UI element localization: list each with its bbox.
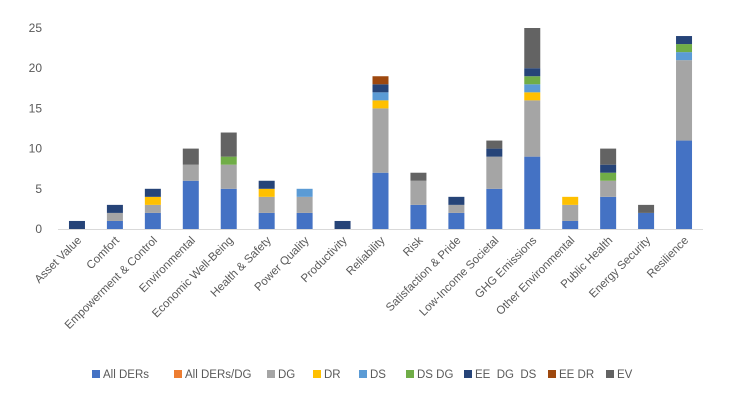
- bar-segment: [676, 60, 693, 141]
- bar-segment: [220, 156, 237, 165]
- bar-segment: [600, 180, 617, 197]
- legend-label: All DERs/DG: [185, 369, 252, 381]
- x-tick-label: Asset Value: [33, 235, 84, 286]
- bar-segment: [372, 76, 389, 85]
- bar-segment: [258, 196, 275, 213]
- x-tick-label: Risk: [401, 234, 425, 258]
- bar-segment: [372, 92, 389, 101]
- bar-segment: [562, 220, 579, 229]
- bar-segment: [372, 84, 389, 93]
- bar-segment: [106, 220, 123, 229]
- bar-segment: [296, 212, 313, 229]
- bar-segment: [182, 164, 199, 181]
- x-tick-label: Satisfaction & Pride: [384, 235, 463, 314]
- legend-swatch: [406, 370, 414, 378]
- bar-segment: [68, 220, 85, 229]
- bar-segment: [524, 84, 541, 93]
- bar-segment: [562, 204, 579, 221]
- bar-segment: [486, 148, 503, 157]
- bar-segment: [486, 140, 503, 149]
- bar-segment: [676, 36, 693, 45]
- legend-swatch: [174, 370, 182, 378]
- bar-segment: [524, 156, 541, 229]
- bar-segment: [106, 212, 123, 221]
- bar-segment: [638, 204, 655, 213]
- x-tick-label: Resilience: [645, 235, 691, 281]
- bar-segment: [372, 172, 389, 229]
- bar-segment: [448, 196, 465, 205]
- bar-segment: [448, 212, 465, 229]
- legend-label: All DERs: [103, 369, 149, 381]
- bar-segment: [600, 196, 617, 229]
- bar-segment: [638, 212, 655, 229]
- legend-label: DS: [370, 369, 386, 381]
- bar-segment: [676, 140, 693, 229]
- y-tick-label: 5: [35, 182, 42, 196]
- legend-swatch: [606, 370, 614, 378]
- legend-swatch: [359, 370, 367, 378]
- bar-segment: [410, 204, 427, 229]
- y-tick-label: 15: [29, 101, 43, 115]
- bar-segment: [524, 100, 541, 157]
- bar-segment: [220, 132, 237, 157]
- bar-segment: [600, 164, 617, 173]
- bar-segment: [258, 180, 275, 189]
- bar-segment: [106, 204, 123, 213]
- bar-segment: [676, 52, 693, 61]
- bar-segment: [448, 204, 465, 213]
- bar-segment: [182, 180, 199, 229]
- bar-segment: [524, 28, 541, 69]
- y-tick-label: 20: [29, 61, 43, 75]
- bar-segment: [296, 188, 313, 197]
- legend-label: DS DG: [417, 369, 453, 381]
- bar-segment: [144, 204, 161, 213]
- legend-label: EE DG DS: [475, 369, 537, 381]
- bar-segment: [524, 76, 541, 85]
- legend-label: EE DR: [559, 369, 594, 381]
- legend-swatch: [267, 370, 275, 378]
- bar-segment: [410, 172, 427, 181]
- y-tick-label: 25: [29, 21, 43, 35]
- y-axis: 0 5 10 15 20 25: [29, 21, 43, 236]
- bar-segment: [182, 148, 199, 165]
- bar-segment: [372, 108, 389, 173]
- bar-segment: [144, 196, 161, 205]
- bar-segment: [676, 44, 693, 53]
- bar-segment: [144, 212, 161, 229]
- bar-segment: [600, 148, 617, 165]
- legend-label: EV: [617, 369, 633, 381]
- bars: [68, 28, 693, 229]
- bar-segment: [220, 188, 237, 229]
- bar-segment: [220, 164, 237, 189]
- legend-swatch: [92, 370, 100, 378]
- y-tick-label: 0: [35, 222, 42, 236]
- bar-segment: [562, 196, 579, 205]
- bar-segment: [258, 212, 275, 229]
- legend-swatch: [313, 370, 321, 378]
- y-tick-label: 10: [29, 142, 43, 156]
- legend-swatch: [464, 370, 472, 378]
- bar-segment: [486, 156, 503, 189]
- bar-segment: [296, 196, 313, 213]
- bar-segment: [258, 188, 275, 197]
- x-tick-label: Reliability: [344, 234, 387, 277]
- bar-segment: [486, 188, 503, 229]
- bar-segment: [524, 68, 541, 77]
- legend-label: DG: [278, 369, 295, 381]
- bar-segment: [334, 220, 351, 229]
- bar-segment: [410, 180, 427, 205]
- bar-segment: [144, 188, 161, 197]
- legend-swatch: [548, 370, 556, 378]
- x-tick-label: Comfort: [85, 234, 123, 272]
- legend: All DERs All DERs/DG DG DR DS DS DG EE DG DS EE…: [92, 369, 633, 381]
- legend-label: DR: [324, 369, 341, 381]
- bar-segment: [372, 100, 389, 109]
- bar-segment: [600, 172, 617, 181]
- bar-segment: [524, 92, 541, 101]
